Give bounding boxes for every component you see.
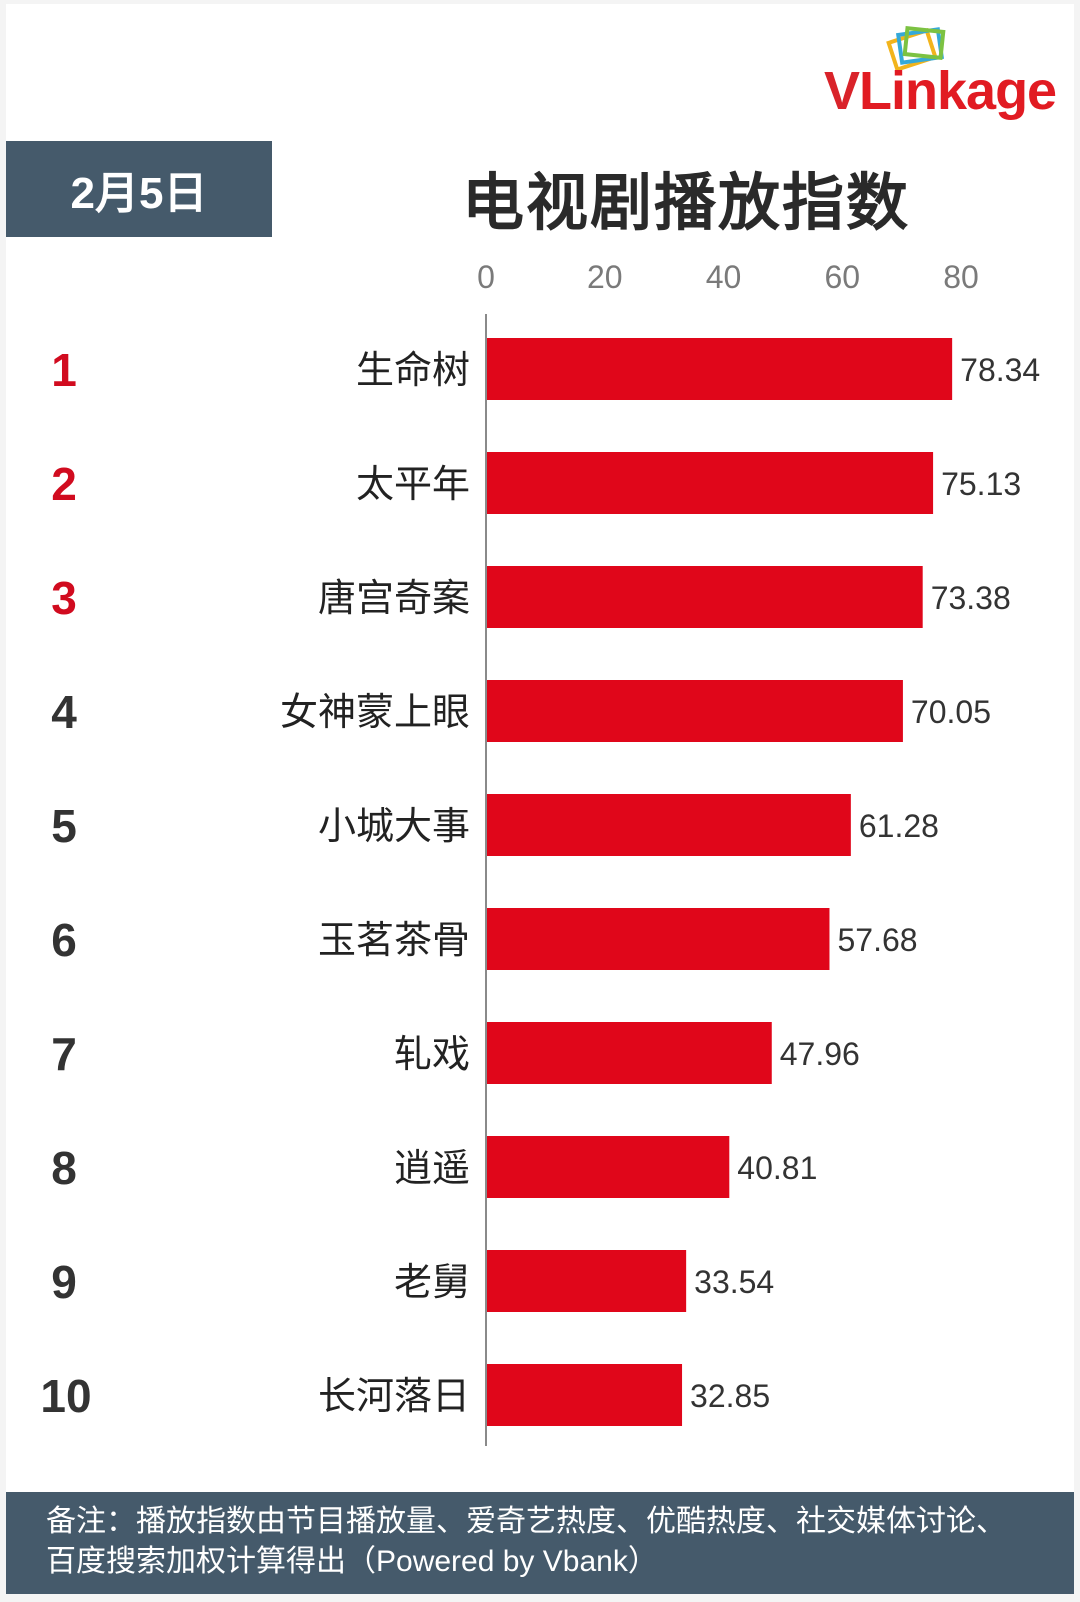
category-label: 玉茗茶骨 <box>318 920 470 962</box>
x-tick-label: 60 <box>824 259 860 295</box>
category-label: 唐宫奇案 <box>318 578 470 620</box>
x-tick-label: 20 <box>587 259 623 295</box>
value-label: 73.38 <box>931 580 1011 616</box>
category-label: 太平年 <box>356 464 470 506</box>
rank-number: 1 <box>51 344 77 396</box>
category-label: 逍遥 <box>394 1148 470 1190</box>
bar <box>487 908 830 970</box>
value-label: 78.34 <box>960 352 1040 388</box>
value-label: 47.96 <box>780 1036 860 1072</box>
category-label: 老舅 <box>394 1262 470 1304</box>
rank-number: 2 <box>51 458 77 510</box>
bar <box>487 452 934 514</box>
value-label: 61.28 <box>859 808 939 844</box>
category-label: 长河落日 <box>318 1376 470 1418</box>
logo-text-v: V <box>824 61 860 121</box>
value-label: 75.13 <box>941 466 1021 502</box>
chart-page: VLinkage 2月5日 电视剧播放指数 0 20 40 60 80 1 生命树 78.34… <box>6 4 1074 1594</box>
category-label: 轧戏 <box>394 1034 470 1076</box>
rank-number: 9 <box>51 1256 77 1308</box>
footer-note: 备注：播放指数由节目播放量、爱奇艺热度、优酷热度、社交媒体讨论、百度搜索加权计算… <box>6 1492 1074 1594</box>
x-tick-label: 40 <box>706 259 742 295</box>
rank-number: 5 <box>51 800 77 852</box>
value-label: 57.68 <box>837 922 917 958</box>
bar <box>487 1364 683 1426</box>
logo-text: VLinkage <box>824 61 1057 121</box>
bar <box>487 1022 772 1084</box>
bar <box>487 1250 687 1312</box>
bar-chart: 0 20 40 60 80 1 生命树 78.34 2 太平年 75.13 3 唐宫奇案 73.38 4 女神… <box>40 259 1040 1446</box>
category-label: 女神蒙上眼 <box>280 692 470 734</box>
rank-number: 4 <box>51 686 77 738</box>
bar <box>487 1136 730 1198</box>
bar <box>487 338 953 400</box>
rank-number: 8 <box>51 1142 77 1194</box>
x-tick-label: 0 <box>477 259 495 295</box>
rank-number: 7 <box>51 1028 77 1080</box>
logo-text-rest: Linkage <box>859 61 1057 121</box>
value-label: 40.81 <box>737 1150 817 1186</box>
value-label: 70.05 <box>911 694 991 730</box>
rank-number: 6 <box>51 914 77 966</box>
category-label: 生命树 <box>356 350 470 392</box>
bar <box>487 794 851 856</box>
date-label: 2月5日 <box>6 141 272 237</box>
bar <box>487 680 903 742</box>
bar <box>487 566 923 628</box>
vlinkage-logo: VLinkage <box>824 22 1074 122</box>
rank-number: 10 <box>40 1370 91 1422</box>
value-label: 32.85 <box>690 1378 770 1414</box>
logo-cards-icon <box>886 25 946 73</box>
rank-number: 3 <box>51 572 77 624</box>
chart-title: 电视剧播放指数 <box>461 169 910 238</box>
x-tick-label: 80 <box>943 259 979 295</box>
category-label: 小城大事 <box>318 806 470 848</box>
value-label: 33.54 <box>694 1264 774 1300</box>
